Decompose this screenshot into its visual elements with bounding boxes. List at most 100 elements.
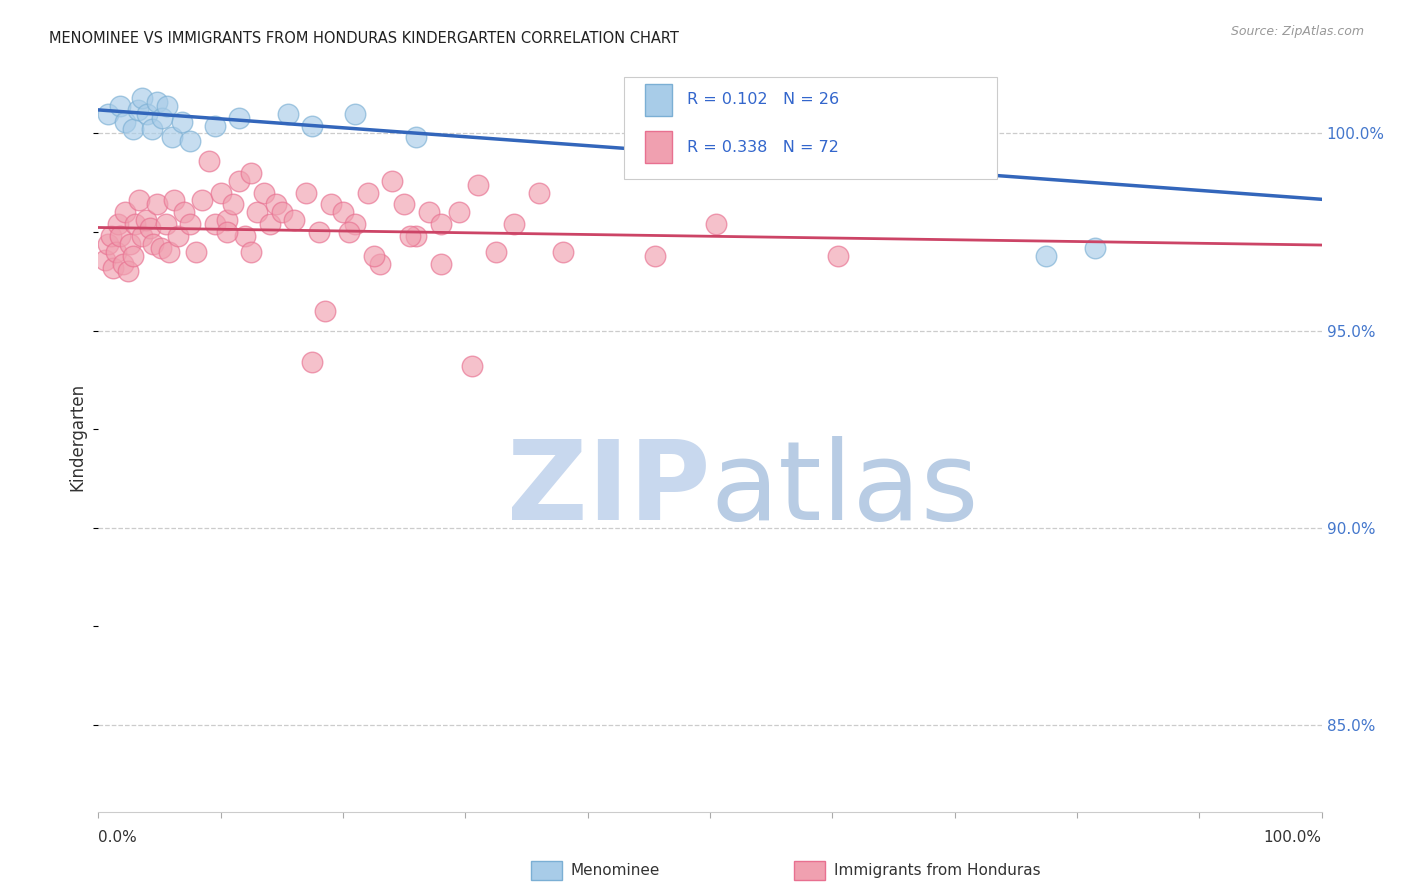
Point bbox=[301, 119, 323, 133]
Point bbox=[1035, 249, 1057, 263]
Point bbox=[283, 213, 305, 227]
Point bbox=[399, 229, 422, 244]
Point bbox=[527, 186, 550, 200]
Point bbox=[246, 205, 269, 219]
Text: Menominee: Menominee bbox=[571, 863, 661, 878]
Point bbox=[186, 244, 208, 259]
Point bbox=[149, 241, 172, 255]
Point bbox=[418, 205, 440, 219]
Point bbox=[131, 229, 153, 244]
Point bbox=[179, 217, 201, 231]
Point bbox=[209, 186, 232, 200]
Point bbox=[449, 205, 471, 219]
Point bbox=[160, 130, 183, 145]
Point bbox=[170, 114, 193, 128]
Point bbox=[344, 217, 367, 231]
Point bbox=[295, 186, 318, 200]
Point bbox=[430, 256, 453, 270]
Point bbox=[858, 103, 880, 117]
FancyBboxPatch shape bbox=[645, 84, 672, 116]
Point bbox=[156, 99, 179, 113]
Point bbox=[967, 154, 990, 169]
Point bbox=[301, 355, 323, 369]
Point bbox=[363, 249, 385, 263]
Point bbox=[114, 205, 136, 219]
Point bbox=[179, 134, 201, 148]
Text: Source: ZipAtlas.com: Source: ZipAtlas.com bbox=[1230, 25, 1364, 38]
Point bbox=[314, 304, 336, 318]
Point bbox=[157, 244, 180, 259]
Point bbox=[146, 95, 169, 109]
Point bbox=[264, 197, 287, 211]
Point bbox=[467, 178, 489, 192]
Text: MENOMINEE VS IMMIGRANTS FROM HONDURAS KINDERGARTEN CORRELATION CHART: MENOMINEE VS IMMIGRANTS FROM HONDURAS KI… bbox=[49, 31, 679, 46]
Point bbox=[197, 154, 219, 169]
Point bbox=[124, 217, 146, 231]
Point bbox=[332, 205, 354, 219]
Point bbox=[110, 229, 132, 244]
Text: ZIP: ZIP bbox=[506, 436, 710, 543]
Point bbox=[392, 197, 416, 211]
FancyBboxPatch shape bbox=[624, 78, 997, 178]
Point bbox=[344, 106, 367, 120]
Point bbox=[405, 130, 427, 145]
Point bbox=[111, 256, 134, 270]
Point bbox=[1084, 241, 1107, 255]
Point bbox=[553, 244, 575, 259]
Point bbox=[240, 166, 263, 180]
Point bbox=[104, 244, 127, 259]
Point bbox=[135, 213, 157, 227]
Point bbox=[97, 236, 120, 251]
Point bbox=[460, 359, 482, 373]
Point bbox=[139, 221, 162, 235]
Point bbox=[252, 186, 274, 200]
Point bbox=[337, 225, 360, 239]
Point bbox=[889, 103, 911, 117]
Point bbox=[503, 217, 526, 231]
Point bbox=[141, 122, 163, 136]
Point bbox=[191, 194, 214, 208]
Point bbox=[430, 217, 453, 231]
Point bbox=[233, 229, 256, 244]
Point bbox=[319, 197, 342, 211]
Point bbox=[110, 99, 132, 113]
Point bbox=[754, 99, 776, 113]
Point bbox=[167, 229, 190, 244]
Point bbox=[644, 249, 666, 263]
Text: atlas: atlas bbox=[710, 436, 979, 543]
Point bbox=[100, 229, 122, 244]
Point bbox=[228, 174, 250, 188]
Point bbox=[114, 114, 136, 128]
Point bbox=[142, 236, 165, 251]
Point bbox=[117, 264, 139, 278]
Point bbox=[368, 256, 391, 270]
Point bbox=[259, 217, 281, 231]
Point bbox=[101, 260, 124, 275]
Point bbox=[405, 229, 427, 244]
Point bbox=[277, 106, 299, 120]
Point bbox=[120, 236, 142, 251]
Point bbox=[827, 249, 849, 263]
Point bbox=[150, 111, 173, 125]
Point bbox=[163, 194, 186, 208]
Point bbox=[93, 252, 115, 267]
Point bbox=[704, 217, 727, 231]
Point bbox=[173, 205, 195, 219]
Point bbox=[222, 197, 245, 211]
Point bbox=[107, 217, 129, 231]
Point bbox=[356, 186, 378, 200]
Point bbox=[127, 103, 149, 117]
Point bbox=[136, 106, 159, 120]
Point bbox=[146, 197, 169, 211]
Point bbox=[308, 225, 330, 239]
Point bbox=[128, 194, 150, 208]
Text: 100.0%: 100.0% bbox=[1264, 830, 1322, 846]
Point bbox=[131, 91, 153, 105]
Point bbox=[204, 217, 226, 231]
Text: R = 0.102   N = 26: R = 0.102 N = 26 bbox=[686, 93, 839, 107]
FancyBboxPatch shape bbox=[645, 131, 672, 163]
Point bbox=[381, 174, 404, 188]
Text: R = 0.338   N = 72: R = 0.338 N = 72 bbox=[686, 140, 838, 154]
Y-axis label: Kindergarten: Kindergarten bbox=[69, 383, 87, 491]
Text: 0.0%: 0.0% bbox=[98, 830, 138, 846]
